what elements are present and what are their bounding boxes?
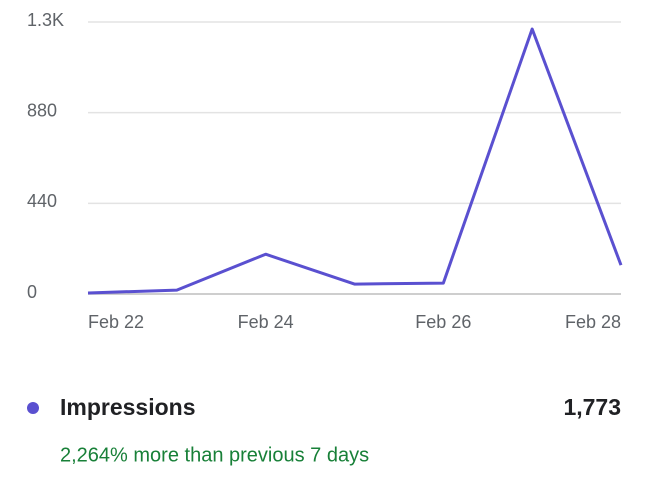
x-tick-label: Feb 24 — [238, 312, 294, 332]
line — [87, 27, 623, 295]
legend-marker — [27, 402, 39, 414]
x-tick-label: Feb 26 — [415, 312, 471, 332]
y-tick-label: 1.3K — [27, 10, 64, 30]
x-tick-label: Feb 22 — [88, 312, 144, 332]
comparison: 2,264% more than previous 7 days — [60, 444, 369, 466]
legend-label: Impressions — [60, 394, 196, 420]
y-tick-label: 880 — [27, 100, 57, 120]
y-tick-label: 0 — [27, 282, 37, 302]
y-tick-label: 440 — [27, 191, 57, 211]
x-tick-label: Feb 28 — [565, 312, 621, 332]
total: 1,773 — [563, 394, 621, 420]
